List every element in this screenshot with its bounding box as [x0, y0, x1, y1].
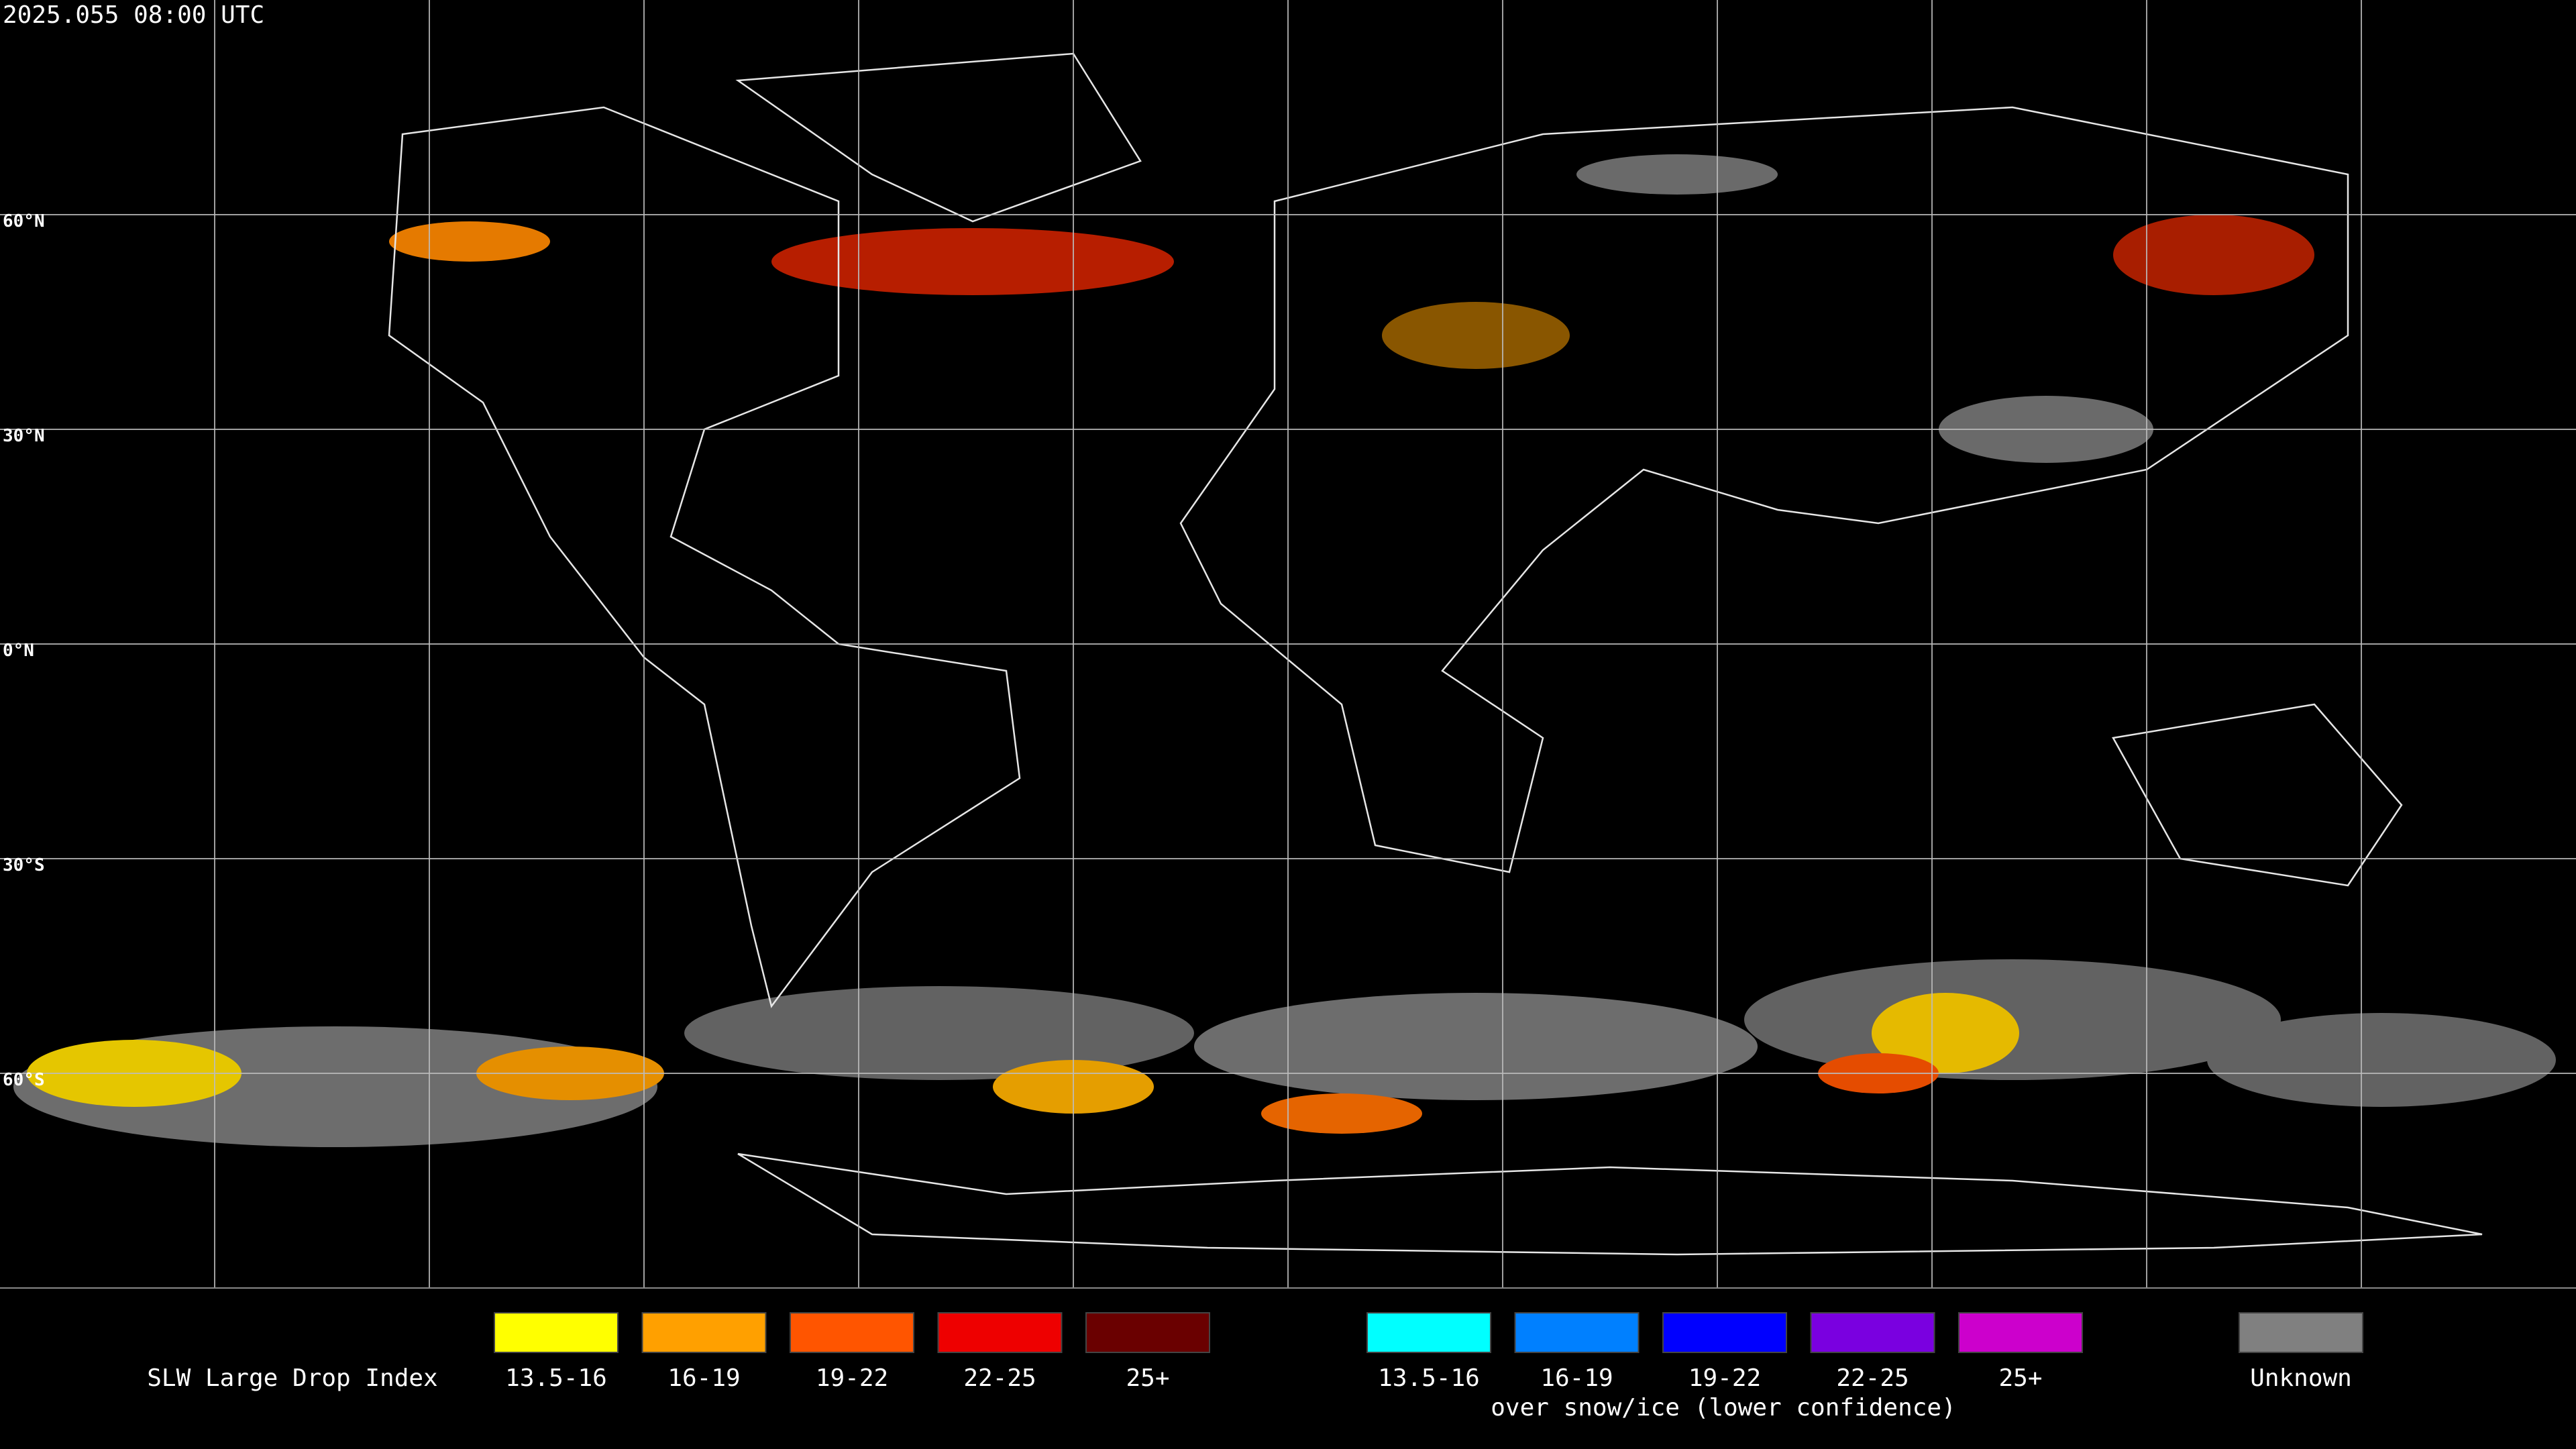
timestamp: 2025.055 08:00 UTC: [3, 1, 264, 29]
legend: SLW Large Drop Index over snow/ice (lowe…: [147, 1312, 2363, 1421]
legend-swatch: [937, 1312, 1063, 1353]
graticule: [0, 0, 2576, 1289]
legend-swatch: [2239, 1312, 2363, 1353]
legend-title: SLW Large Drop Index: [147, 1364, 437, 1392]
legend-label: 25+: [1998, 1364, 2042, 1392]
legend-swatch: [1662, 1312, 1787, 1353]
legend-label: 16-19: [667, 1364, 740, 1392]
legend-swatch: [1810, 1312, 1935, 1353]
coastlines: [388, 52, 2483, 1256]
legend-label: 25+: [1126, 1364, 1169, 1392]
latitude-labels: 60°N 30°N 0°N 30°S 60°S: [3, 211, 45, 1090]
legend-label: 13.5-16: [1378, 1364, 1480, 1392]
legend-swatch: [1366, 1312, 1491, 1353]
legend-swatch: [790, 1312, 914, 1353]
legend-label: 13.5-16: [505, 1364, 607, 1392]
legend-swatch: [494, 1312, 619, 1353]
legend-label: Unknown: [2250, 1364, 2352, 1392]
legend-swatch: [1958, 1312, 2083, 1353]
legend-swatch: [641, 1312, 767, 1353]
legend-swatch: [1085, 1312, 1210, 1353]
latitude-label: 60°S: [3, 1070, 45, 1090]
latitude-label: 60°N: [3, 211, 45, 231]
map: 60°N 30°N 0°N 30°S 60°S: [0, 0, 2576, 1289]
legend-label: 22-25: [963, 1364, 1036, 1392]
legend-label: 19-22: [1688, 1364, 1761, 1392]
latitude-label: 0°N: [3, 641, 34, 661]
latitude-label: 30°N: [3, 426, 45, 446]
latitude-label: 30°S: [3, 855, 45, 875]
legend-label: 22-25: [1836, 1364, 1909, 1392]
legend-label: 19-22: [816, 1364, 888, 1392]
ice-note: over snow/ice (lower confidence): [1491, 1394, 1956, 1421]
legend-label: 16-19: [1540, 1364, 1613, 1392]
legend-swatch: [1514, 1312, 1640, 1353]
